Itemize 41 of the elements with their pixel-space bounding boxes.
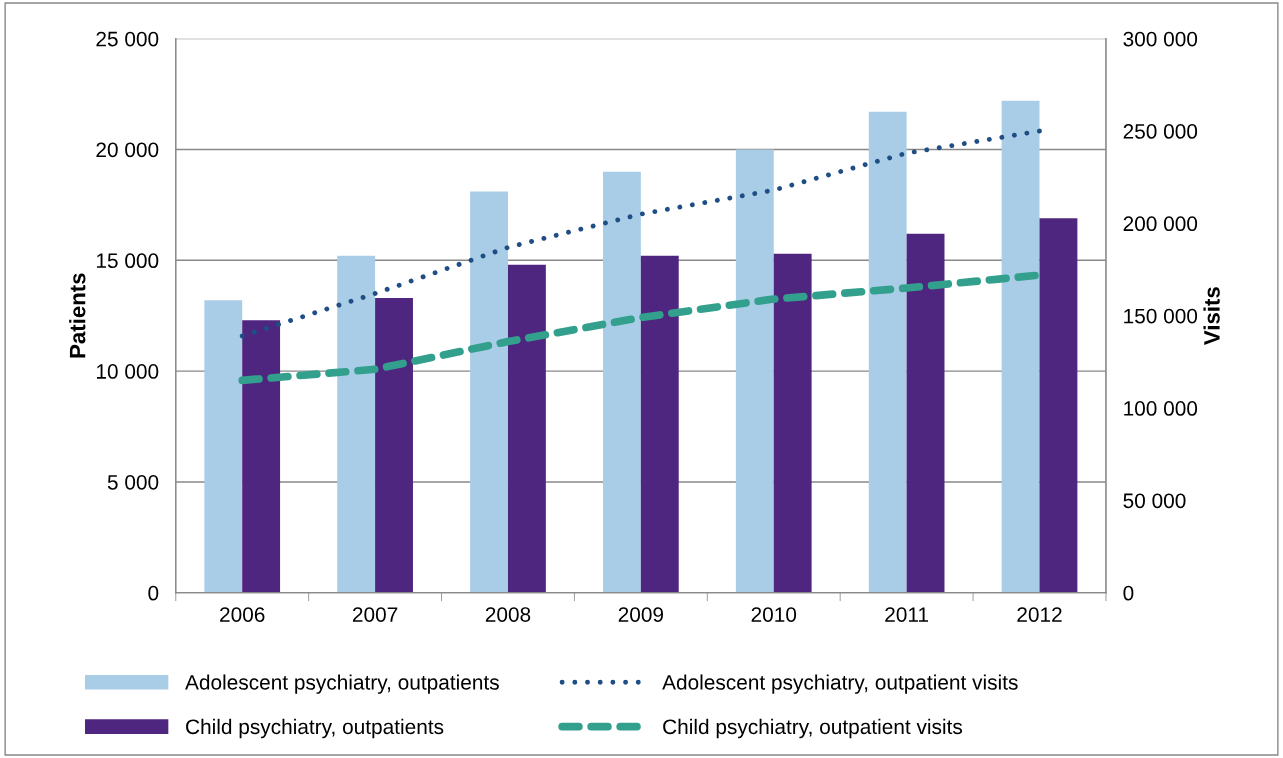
bar: [204, 300, 243, 593]
bar: [337, 255, 376, 593]
x-tick-label: 2009: [618, 607, 664, 622]
y-tick-label: 25 000: [96, 31, 159, 47]
y2-tick-label: 100 000: [1124, 401, 1198, 416]
bar: [242, 320, 281, 593]
bar: [773, 253, 812, 593]
y2-tick-label: 250 000: [1123, 124, 1198, 139]
line-series: [239, 128, 1042, 339]
x-tick-label: 2006: [220, 607, 265, 622]
y-axis-title: Patients: [69, 273, 86, 358]
x-tick-label: 2010: [751, 607, 797, 622]
legend-label: Child psychiatry, outpatient visits: [663, 718, 963, 739]
y2-axis-title: Visits: [1203, 287, 1220, 345]
x-tick-label: 2007: [352, 607, 398, 622]
y-tick-label: 15 000: [96, 253, 159, 269]
y-tick-label: 5 000: [107, 474, 159, 490]
x-tick-label: 2011: [885, 607, 929, 622]
y-tick-label: 10 000: [96, 364, 159, 379]
bar: [868, 111, 907, 593]
legend-label: Adolescent psychiatry, outpatient visits: [662, 674, 1018, 694]
y-tick-label: 0: [148, 585, 159, 601]
y2-tick-label: 200 000: [1123, 216, 1198, 232]
bar: [640, 255, 679, 593]
x-tick-label: 2008: [485, 607, 531, 622]
y-tick-label: 20 000: [96, 142, 159, 158]
bar: [1001, 100, 1040, 593]
x-tick-label: 2012: [1017, 607, 1062, 622]
bar: [470, 191, 508, 593]
y2-tick-label: 300 000: [1123, 31, 1198, 47]
bar: [906, 233, 945, 593]
legend-label: Adolescent psychiatry, outpatients: [185, 674, 499, 694]
bar: [1039, 218, 1078, 593]
bar: [375, 297, 413, 593]
bar: [735, 149, 774, 593]
y2-tick-label: 150 000: [1124, 308, 1198, 324]
legend-label: Child psychiatry, outpatients: [186, 718, 444, 739]
y2-tick-label: 0: [1123, 585, 1134, 601]
bar: [602, 171, 641, 593]
y2-tick-label: 50 000: [1123, 493, 1186, 509]
bar: [507, 264, 546, 593]
